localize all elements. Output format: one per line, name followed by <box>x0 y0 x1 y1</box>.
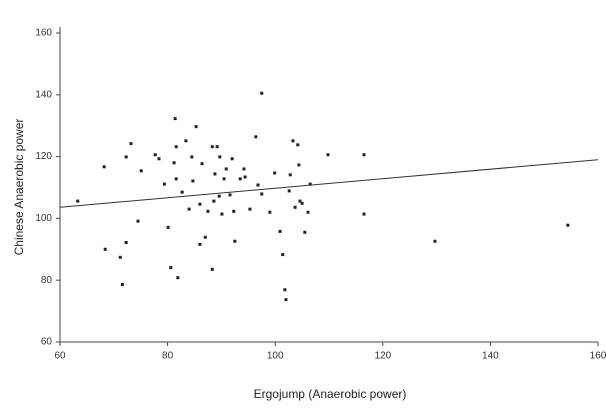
x-tick-label: 160 <box>590 351 606 362</box>
point <box>288 173 292 177</box>
point <box>180 190 184 194</box>
point <box>233 239 237 243</box>
point <box>172 161 176 165</box>
point <box>139 169 143 173</box>
point <box>254 135 258 139</box>
point <box>176 276 180 280</box>
point <box>291 139 295 143</box>
point <box>200 162 204 166</box>
y-tick-label: 120 <box>35 151 52 162</box>
point <box>273 171 277 175</box>
point <box>242 167 246 171</box>
y-tick-label: 100 <box>35 213 52 224</box>
point <box>212 199 216 203</box>
point <box>206 209 210 213</box>
point <box>129 142 133 146</box>
point <box>173 117 177 121</box>
y-axis-title: Chinese Anaerobic power <box>12 119 26 256</box>
point <box>166 225 170 229</box>
point <box>300 201 304 205</box>
point <box>303 230 307 234</box>
fit-line <box>59 159 599 208</box>
point <box>362 212 366 216</box>
point <box>187 207 191 211</box>
x-axis-title: Ergojump (Anaerobic power) <box>254 387 407 401</box>
point <box>566 223 570 227</box>
point <box>124 155 128 159</box>
point <box>198 202 202 206</box>
point <box>308 182 312 186</box>
point <box>268 210 272 214</box>
y-tick-label: 80 <box>41 275 53 286</box>
point <box>293 205 297 209</box>
point <box>228 193 232 197</box>
point <box>222 177 226 181</box>
point <box>297 163 301 167</box>
y-tick-label: 60 <box>41 337 53 348</box>
point <box>169 266 173 270</box>
point <box>210 145 214 149</box>
point <box>296 143 300 147</box>
point <box>284 298 288 302</box>
point <box>256 183 260 187</box>
point <box>298 199 302 203</box>
point <box>120 283 124 287</box>
point <box>248 207 252 211</box>
point <box>260 192 264 196</box>
point <box>281 253 285 257</box>
point <box>232 209 236 213</box>
y-tick-label: 160 <box>35 28 52 39</box>
point <box>213 172 217 176</box>
point <box>153 153 157 157</box>
point <box>215 145 219 149</box>
x-tick-label: 60 <box>54 351 66 362</box>
x-tick-label: 80 <box>162 351 174 362</box>
point <box>217 194 221 198</box>
point <box>306 210 310 214</box>
point <box>218 155 222 159</box>
point <box>190 155 194 159</box>
point <box>243 175 247 179</box>
point <box>283 288 287 292</box>
point <box>326 153 330 157</box>
y-tick-label: 140 <box>35 89 52 100</box>
point <box>124 241 128 245</box>
point <box>174 177 178 181</box>
x-tick-label: 120 <box>374 351 391 362</box>
point <box>203 235 207 239</box>
point <box>102 165 106 169</box>
point <box>118 255 122 259</box>
point <box>362 153 366 157</box>
point <box>198 242 202 246</box>
point <box>191 179 195 183</box>
point <box>278 229 282 233</box>
point <box>157 157 161 161</box>
x-tick-label: 140 <box>482 351 499 362</box>
x-tick-label: 100 <box>267 351 284 362</box>
point <box>224 167 228 171</box>
point <box>76 199 80 203</box>
point <box>220 212 224 216</box>
point <box>136 219 140 223</box>
point <box>162 182 166 186</box>
point <box>230 157 234 161</box>
point <box>210 267 214 271</box>
point <box>238 177 242 181</box>
point <box>184 139 188 143</box>
point <box>260 91 264 95</box>
point <box>194 125 198 129</box>
point <box>287 189 291 193</box>
point <box>174 145 178 149</box>
point <box>433 239 437 243</box>
point <box>103 247 107 251</box>
